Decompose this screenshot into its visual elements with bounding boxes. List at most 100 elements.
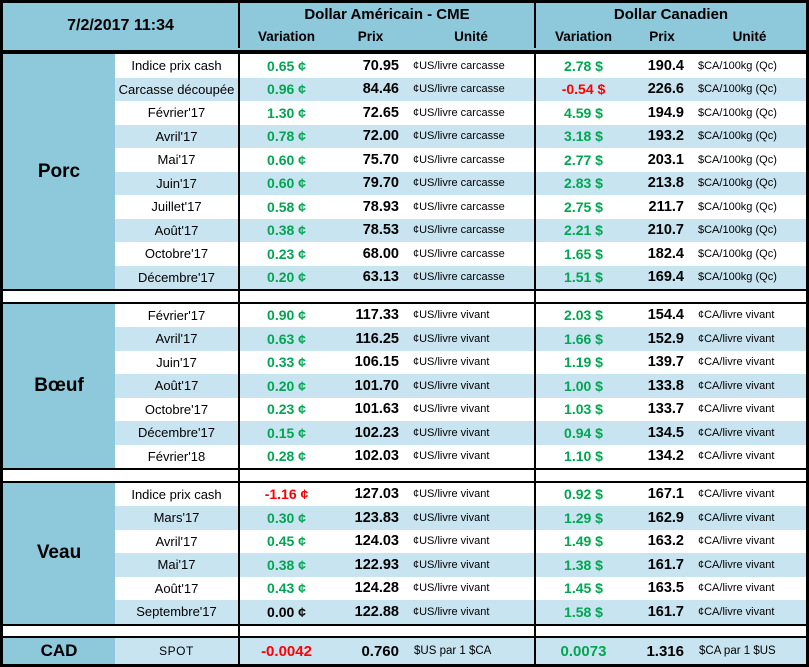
us-price-value: 116.25: [333, 327, 408, 351]
us-price-value: 78.93: [333, 195, 408, 219]
us-price-value: 102.23: [333, 421, 408, 445]
gap-segment: [3, 291, 240, 302]
us-variation-value: 0.63 ¢: [240, 327, 333, 351]
us-variation-value: 0.23 ¢: [240, 397, 333, 421]
us-variation-value: 0.45 ¢: [240, 529, 333, 553]
cad-spot-row: CAD SPOT -0.0042 0.760 $US par 1 $CA 0.0…: [3, 636, 806, 664]
ca-variation-value: 1.51 $: [536, 265, 631, 289]
us-price-value: 79.70: [333, 171, 408, 195]
row-label: Février'18: [115, 444, 240, 468]
ca-price-value: 134.5: [631, 421, 693, 445]
section-gap: [3, 470, 806, 481]
row-label: Avril'17: [115, 327, 240, 351]
row-label: Carcasse découpée: [115, 77, 240, 101]
ca-price-value: 133.7: [631, 397, 693, 421]
cad-ca-unit-label: $CA par 1 $US: [699, 645, 776, 657]
us-unit-label: ¢US/livre vivant: [408, 327, 536, 351]
row-label: Août'17: [115, 218, 240, 242]
us-variation-header: Variation: [257, 29, 316, 44]
us-variation-value: -1.16 ¢: [240, 482, 333, 506]
ca-variation-value: 4.59 $: [536, 101, 631, 125]
us-unit-label: ¢US/livre vivant: [408, 482, 536, 506]
ca-variation-value: 1.49 $: [536, 529, 631, 553]
ca-unite-header: Unité: [732, 29, 767, 44]
us-variation-value: 0.28 ¢: [240, 444, 333, 468]
section-label: Bœuf: [3, 303, 115, 468]
row-label: Mai'17: [115, 148, 240, 172]
cad-ca-variation-value: 0.0073: [560, 642, 607, 660]
us-price-value: 101.70: [333, 374, 408, 398]
us-price-value: 127.03: [333, 482, 408, 506]
gap-segment: [3, 625, 240, 636]
us-variation-value: 0.65 ¢: [240, 54, 333, 78]
ca-variation-value: 2.83 $: [536, 171, 631, 195]
ca-price-value: 167.1: [631, 482, 693, 506]
us-price-value: 68.00: [333, 242, 408, 266]
us-variation-value: 0.43 ¢: [240, 576, 333, 600]
ca-price-value: 194.9: [631, 101, 693, 125]
us-unit-label: ¢US/livre carcasse: [408, 101, 536, 125]
ca-unit-label: ¢CA/livre vivant: [693, 374, 806, 398]
ca-unit-label: ¢CA/livre vivant: [693, 421, 806, 445]
us-unit-label: ¢US/livre vivant: [408, 444, 536, 468]
ca-variation-value: 1.29 $: [536, 506, 631, 530]
row-label: Octobre'17: [115, 397, 240, 421]
ca-variation-value: 1.19 $: [536, 350, 631, 374]
us-variation-value: 0.00 ¢: [240, 600, 333, 624]
us-unit-label: ¢US/livre carcasse: [408, 54, 536, 78]
ca-price-value: 154.4: [631, 303, 693, 327]
row-label: Décembre'17: [115, 265, 240, 289]
gap-segment: [536, 470, 806, 481]
us-unit-label: ¢US/livre carcasse: [408, 171, 536, 195]
ca-unit-label: ¢CA/livre vivant: [693, 553, 806, 577]
us-price-value: 122.93: [333, 553, 408, 577]
ca-price-value: 163.5: [631, 576, 693, 600]
row-label: Juillet'17: [115, 195, 240, 219]
section-label: Veau: [3, 482, 115, 624]
us-unit-label: ¢US/livre vivant: [408, 374, 536, 398]
report-datetime: 7/2/2017 11:34: [3, 3, 240, 48]
cad-us-price-value: 0.760: [361, 642, 399, 660]
ca-unit-label: $CA/100kg (Qc): [693, 101, 806, 125]
row-label: Mai'17: [115, 553, 240, 577]
us-variation-value: 0.78 ¢: [240, 124, 333, 148]
us-price-value: 72.65: [333, 101, 408, 125]
ca-unit-label: $CA/100kg (Qc): [693, 171, 806, 195]
ca-price-value: 190.4: [631, 54, 693, 78]
us-variation-value: 0.38 ¢: [240, 553, 333, 577]
ca-unit-label: ¢CA/livre vivant: [693, 576, 806, 600]
ca-price-value: 193.2: [631, 124, 693, 148]
us-unit-label: ¢US/livre vivant: [408, 303, 536, 327]
us-variation-value: 0.20 ¢: [240, 265, 333, 289]
section-gap: [3, 625, 806, 636]
section-gap: [3, 291, 806, 302]
ca-price-value: 161.7: [631, 553, 693, 577]
ca-unit-label: ¢CA/livre vivant: [693, 303, 806, 327]
section-label: Porc: [3, 54, 115, 289]
cad-us-unit-label: $US par 1 $CA: [408, 638, 536, 664]
row-label: Avril'17: [115, 529, 240, 553]
us-unit-label: ¢US/livre carcasse: [408, 77, 536, 101]
us-unit-label: ¢US/livre carcasse: [408, 218, 536, 242]
ca-price-value: 161.7: [631, 600, 693, 624]
us-price-value: 106.15: [333, 350, 408, 374]
us-price-value: 72.00: [333, 124, 408, 148]
us-unit-label: ¢US/livre carcasse: [408, 148, 536, 172]
row-label: Avril'17: [115, 124, 240, 148]
us-unit-label: ¢US/livre vivant: [408, 397, 536, 421]
ca-unit-label: ¢CA/livre vivant: [693, 444, 806, 468]
spot-row-label: SPOT: [115, 638, 240, 664]
us-variation-value: 0.96 ¢: [240, 77, 333, 101]
ca-price-value: 134.2: [631, 444, 693, 468]
row-label: Décembre'17: [115, 421, 240, 445]
ca-price-value: 226.6: [631, 77, 693, 101]
us-variation-value: 0.30 ¢: [240, 506, 333, 530]
row-label: Indice prix cash: [115, 482, 240, 506]
us-price-value: 63.13: [333, 265, 408, 289]
us-price-value: 101.63: [333, 397, 408, 421]
us-price-value: 75.70: [333, 148, 408, 172]
ca-variation-value: 1.65 $: [536, 242, 631, 266]
ca-unit-label: $CA/100kg (Qc): [693, 148, 806, 172]
ca-unit-label: ¢CA/livre vivant: [693, 327, 806, 351]
